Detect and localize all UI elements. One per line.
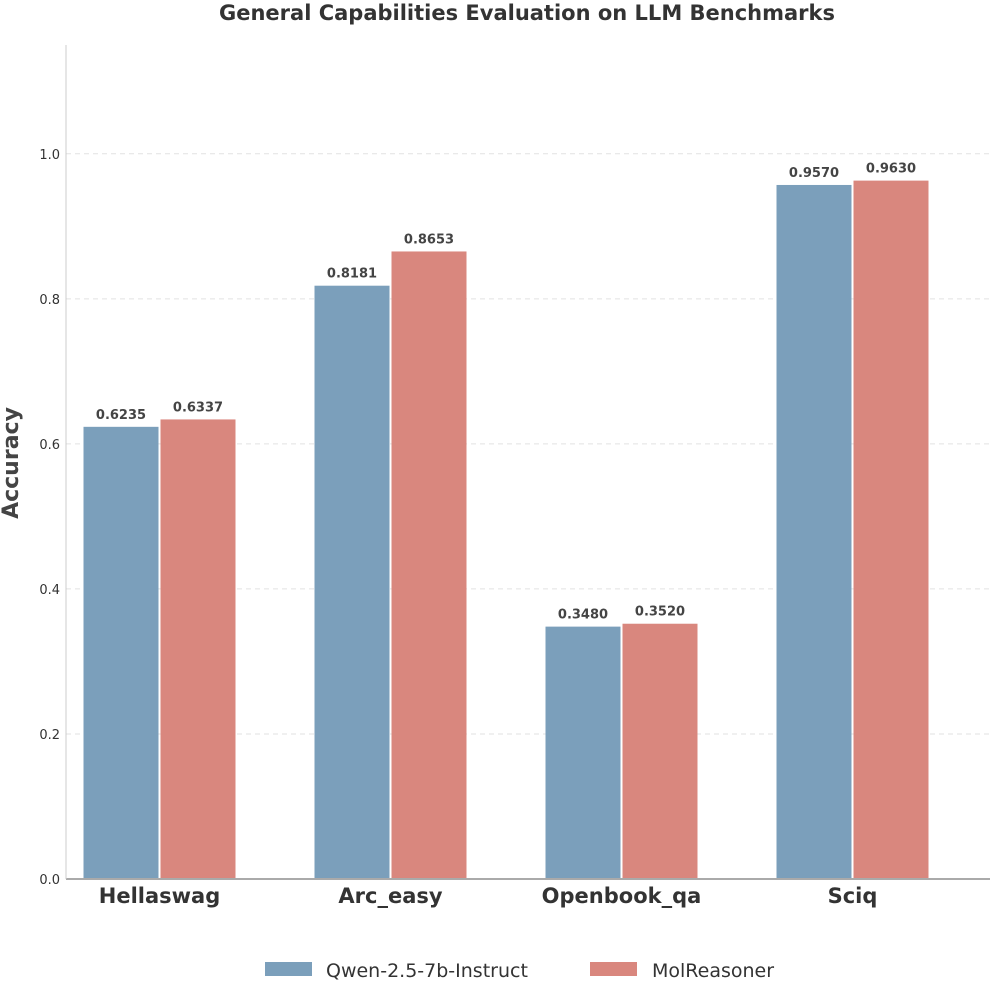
y-tick-label: 0.0 (39, 873, 60, 888)
legend-swatch (265, 962, 312, 976)
bars (83, 180, 929, 880)
data-label: 0.8653 (404, 232, 454, 247)
data-label: 0.6337 (173, 400, 223, 415)
y-tick-label: 0.6 (39, 438, 60, 453)
legend-label: Qwen-2.5-7b-Instruct (326, 960, 528, 982)
legend-label: MolReasoner (652, 960, 774, 982)
x-tick-label: Hellaswag (99, 884, 221, 908)
x-tick-label: Openbook_qa (542, 884, 702, 908)
x-axis-ticks: Hellaswag Arc_easy Openbook_qa Sciq (99, 884, 878, 908)
y-tick-label: 0.8 (39, 293, 60, 308)
x-tick-label: Sciq (828, 884, 878, 908)
data-label: 0.9630 (866, 162, 916, 177)
bar-arc_easy-1 (391, 251, 467, 880)
bar-hellaswag-1 (160, 419, 236, 879)
data-label: 0.6235 (96, 408, 146, 423)
data-labels: 0.6235 0.6337 0.8181 0.8653 0.3480 0.3520 0.95… (96, 162, 916, 623)
bar-openbook_qa-0 (545, 626, 621, 879)
y-axis-ticks: 0.0 0.2 0.4 0.6 0.8 1.0 (39, 148, 60, 888)
legend: Qwen-2.5-7b-Instruct MolReasoner (265, 960, 774, 982)
data-label: 0.9570 (789, 166, 839, 181)
bar-sciq-1 (853, 180, 929, 879)
data-label: 0.3480 (558, 608, 608, 623)
legend-swatch (590, 962, 637, 976)
x-tick-label: Arc_easy (338, 884, 442, 908)
y-tick-label: 0.4 (39, 583, 60, 598)
data-label: 0.8181 (327, 267, 377, 282)
y-axis-label: Accuracy (0, 407, 24, 519)
chart-title: General Capabilities Evaluation on LLM B… (219, 1, 835, 25)
y-tick-label: 0.2 (39, 728, 60, 743)
data-label: 0.3520 (635, 605, 685, 620)
bar-arc_easy-0 (314, 285, 390, 879)
y-tick-label: 1.0 (39, 148, 60, 163)
bar-sciq-0 (776, 184, 852, 880)
bar-hellaswag-0 (83, 426, 159, 879)
bar-openbook_qa-1 (622, 623, 698, 879)
